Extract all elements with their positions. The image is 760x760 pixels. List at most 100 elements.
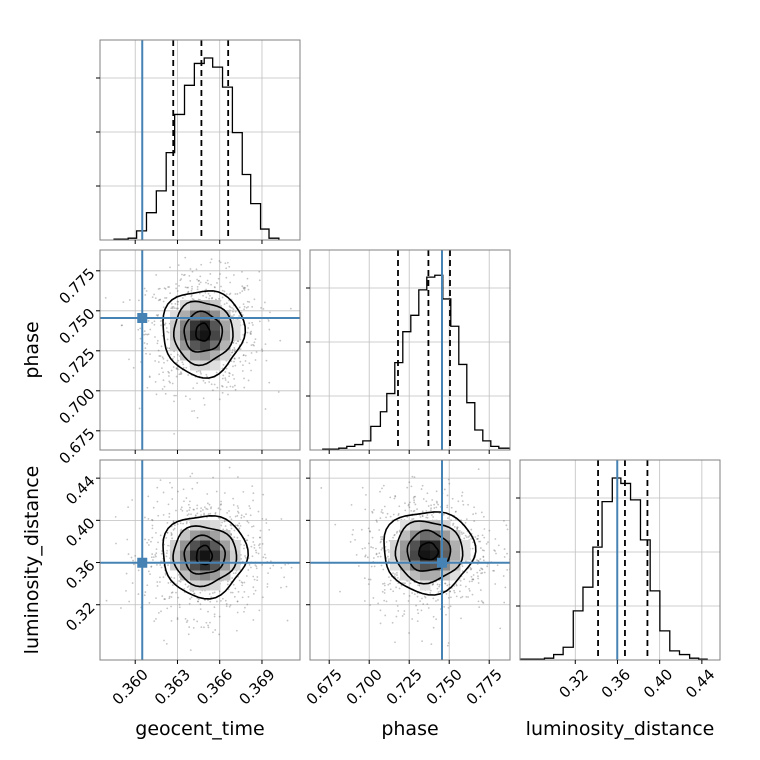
sample-point bbox=[192, 626, 195, 629]
sample-point bbox=[151, 296, 154, 299]
sample-point bbox=[209, 512, 212, 515]
sample-point bbox=[232, 497, 235, 500]
sample-point bbox=[128, 299, 131, 301]
sample-point bbox=[200, 507, 203, 510]
sample-point bbox=[199, 608, 202, 611]
sample-point bbox=[258, 544, 260, 547]
sample-point bbox=[514, 575, 516, 577]
xlabel-luminosity-distance: luminosity_distance bbox=[526, 718, 715, 740]
density-cell bbox=[200, 520, 211, 531]
density-cell bbox=[410, 570, 421, 581]
sample-point bbox=[234, 310, 237, 313]
sample-point bbox=[210, 258, 213, 261]
sample-point bbox=[152, 559, 154, 561]
sample-point bbox=[461, 500, 464, 503]
density-cell bbox=[450, 550, 461, 561]
sample-point bbox=[233, 384, 236, 387]
sample-point bbox=[236, 505, 239, 507]
density-cell bbox=[200, 330, 211, 341]
density-cell bbox=[420, 530, 431, 541]
sample-point bbox=[188, 626, 191, 628]
sample-point bbox=[387, 549, 389, 551]
sample-point bbox=[468, 587, 471, 590]
sample-point bbox=[150, 556, 153, 559]
sample-point bbox=[361, 547, 364, 550]
sample-point bbox=[170, 369, 173, 372]
density-cell bbox=[220, 330, 231, 341]
sample-point bbox=[458, 590, 461, 593]
sample-point bbox=[389, 582, 391, 585]
sample-point bbox=[231, 577, 234, 579]
sample-point bbox=[200, 626, 203, 629]
xtick-label-luminosity-distance-2: 0.40 bbox=[640, 665, 676, 701]
contour-level-3 bbox=[162, 514, 250, 600]
sample-point bbox=[169, 481, 171, 484]
sample-point bbox=[228, 305, 231, 308]
sample-point bbox=[240, 516, 243, 519]
sample-point bbox=[395, 531, 398, 534]
sample-point bbox=[207, 624, 209, 627]
sample-point bbox=[478, 569, 481, 572]
sample-point bbox=[382, 583, 384, 585]
sample-point bbox=[236, 600, 239, 603]
sample-point bbox=[143, 342, 146, 344]
sample-point bbox=[208, 381, 211, 383]
density-cell bbox=[210, 550, 221, 561]
sample-point bbox=[159, 320, 162, 323]
sample-point bbox=[166, 607, 169, 610]
sample-point bbox=[214, 298, 217, 301]
sample-point bbox=[423, 595, 426, 598]
sample-point bbox=[207, 599, 209, 602]
sample-point bbox=[502, 575, 505, 577]
sample-point bbox=[237, 512, 240, 514]
sample-point bbox=[401, 615, 404, 617]
sample-point bbox=[435, 490, 438, 493]
sample-point bbox=[216, 282, 218, 284]
sample-point bbox=[229, 523, 232, 526]
contour-level-1 bbox=[183, 534, 227, 575]
sample-point bbox=[250, 333, 252, 335]
sample-point bbox=[419, 516, 422, 518]
sample-point bbox=[426, 514, 429, 516]
sample-point bbox=[367, 583, 370, 586]
sample-point bbox=[264, 557, 267, 559]
sample-point bbox=[120, 324, 123, 327]
sample-point bbox=[202, 397, 205, 400]
sample-point bbox=[197, 598, 200, 601]
sample-point bbox=[383, 584, 386, 587]
sample-point bbox=[211, 592, 214, 594]
sample-point bbox=[175, 591, 177, 594]
tick-labels: 0.360 0.363 0.366 0.369 0.6750.7000.7250.750… bbox=[55, 265, 718, 709]
sample-point bbox=[147, 570, 150, 573]
sample-point bbox=[162, 491, 165, 494]
sample-point bbox=[175, 367, 178, 369]
sample-point bbox=[177, 264, 180, 267]
density-panel-geocent-time-phase-content bbox=[100, 250, 300, 450]
sample-point bbox=[438, 583, 441, 586]
sample-point bbox=[238, 527, 241, 530]
sample-point bbox=[139, 327, 142, 330]
sample-point bbox=[206, 516, 208, 519]
density-cell bbox=[210, 580, 221, 591]
sample-point bbox=[472, 578, 475, 581]
sample-point bbox=[233, 360, 235, 363]
sample-point bbox=[252, 619, 255, 621]
sample-point bbox=[447, 606, 450, 609]
sample-point bbox=[238, 522, 241, 525]
sample-point bbox=[461, 595, 464, 598]
sample-point bbox=[413, 476, 416, 479]
sample-point bbox=[407, 504, 410, 507]
sample-point bbox=[237, 340, 240, 343]
sample-point bbox=[421, 514, 424, 517]
sample-point bbox=[167, 503, 170, 506]
sample-point bbox=[167, 564, 169, 566]
sample-point bbox=[225, 605, 228, 608]
sample-point bbox=[272, 564, 275, 567]
sample-point bbox=[217, 507, 220, 510]
sample-point bbox=[224, 492, 226, 494]
sample-point bbox=[417, 612, 420, 615]
sample-point bbox=[250, 352, 253, 354]
density-cell bbox=[180, 560, 191, 571]
sample-point bbox=[160, 610, 162, 613]
sample-point bbox=[426, 492, 429, 495]
